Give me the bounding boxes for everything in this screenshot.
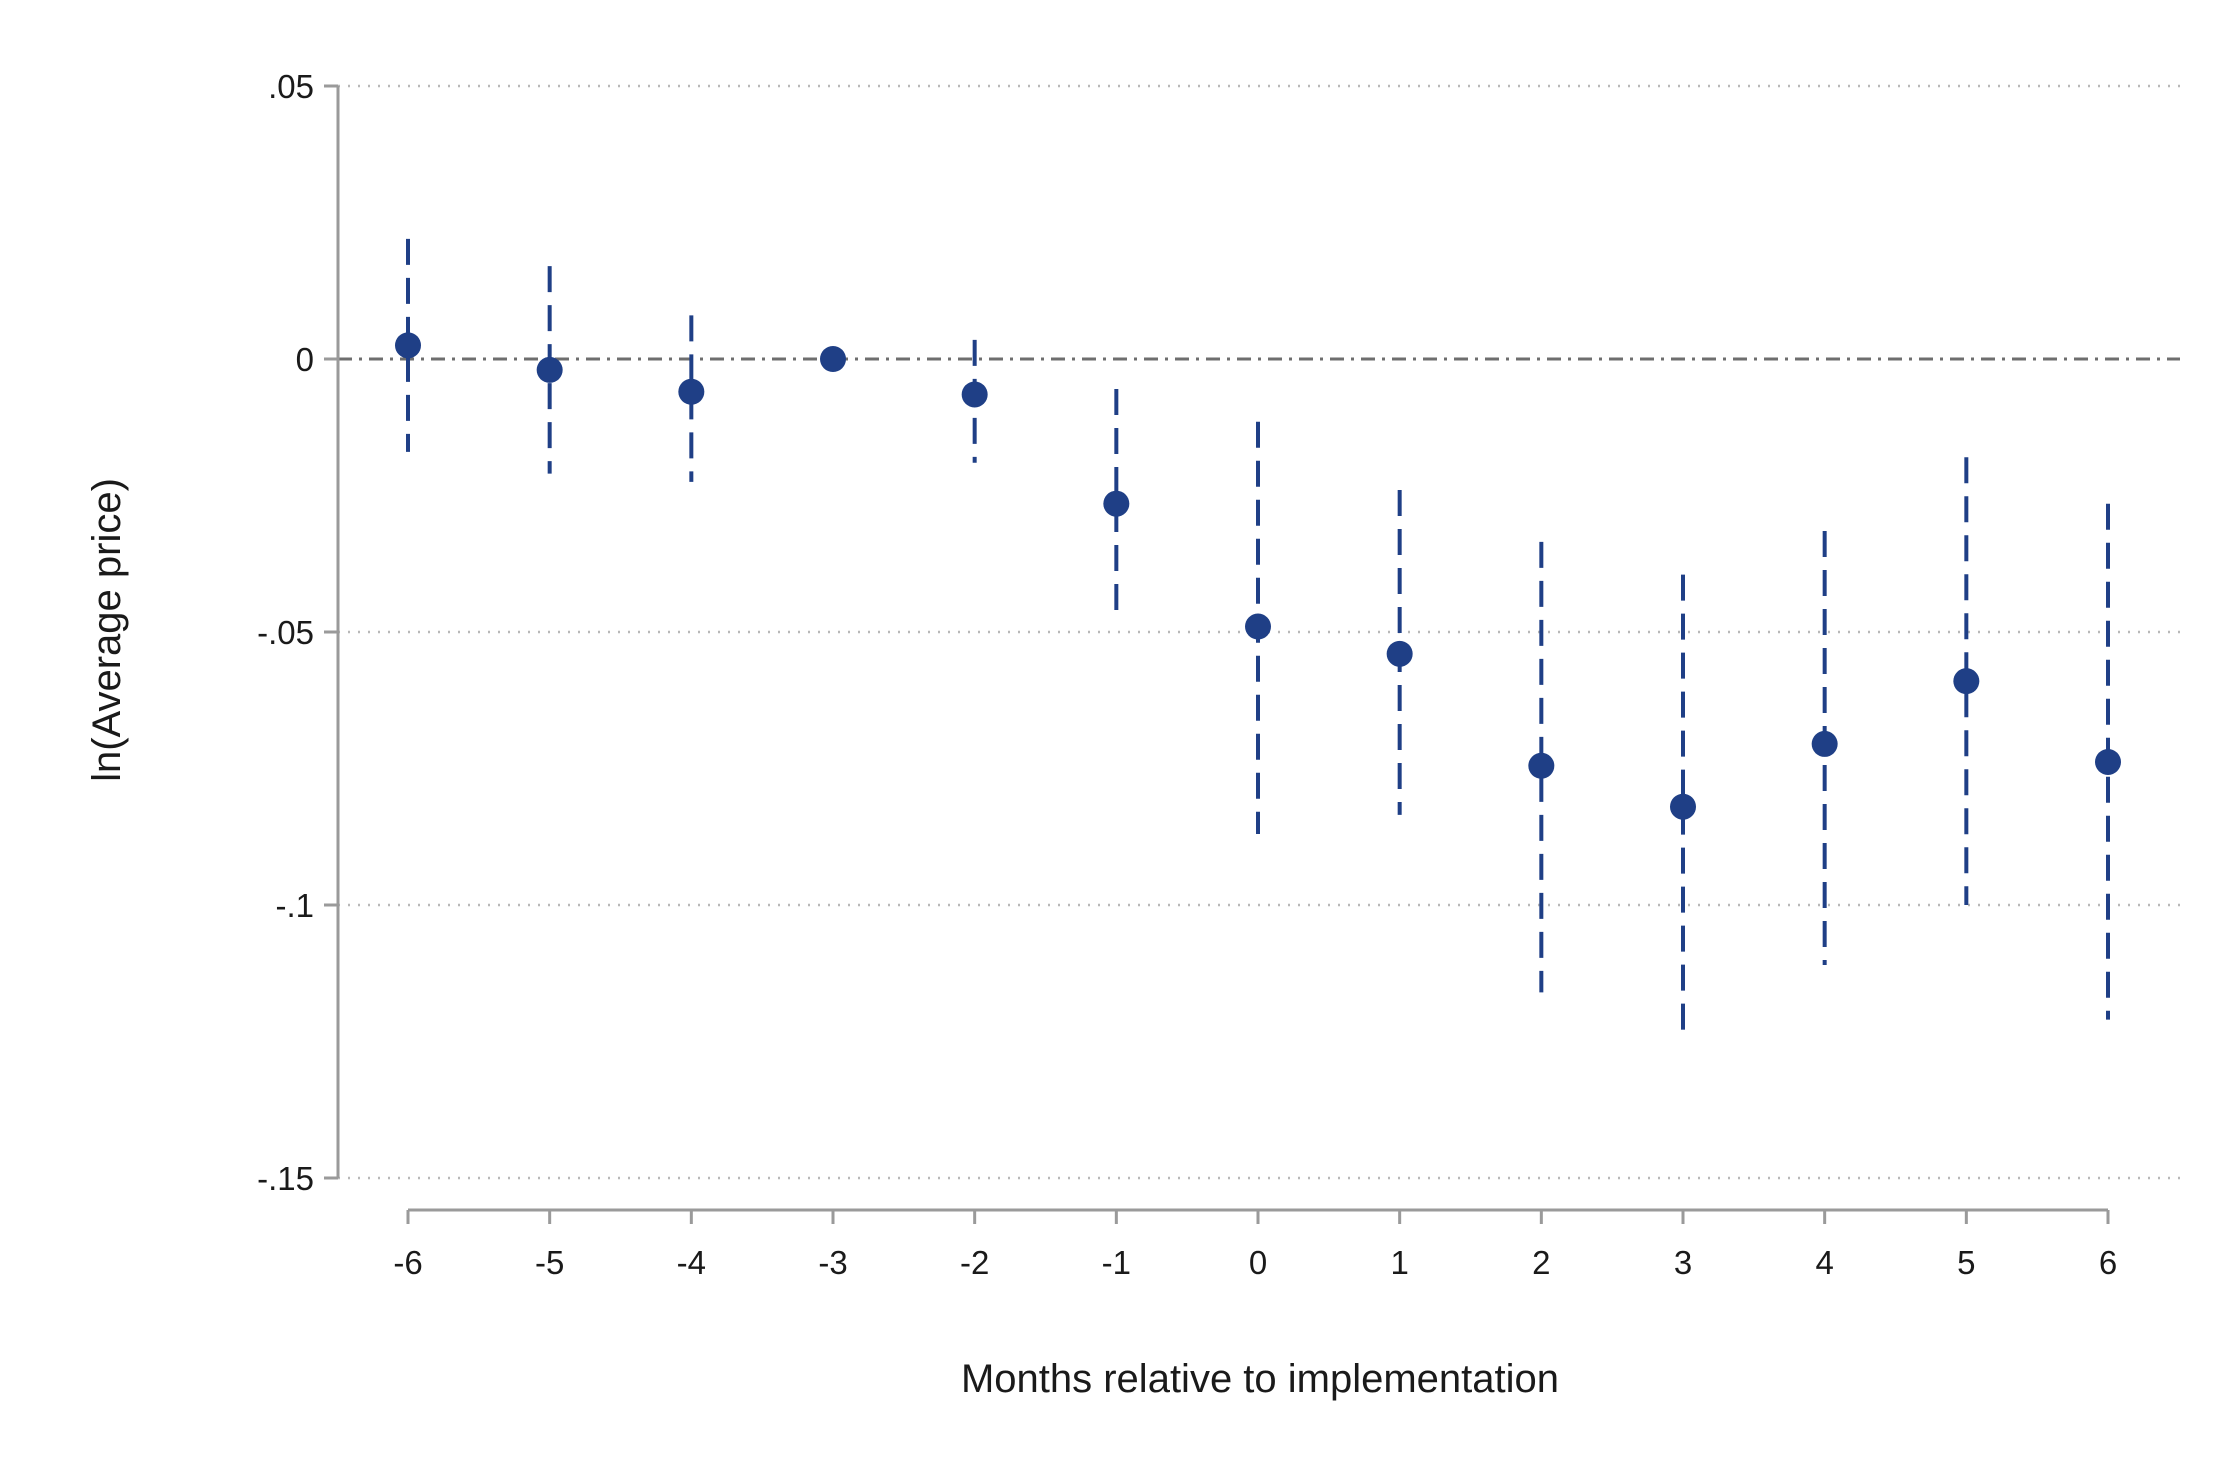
y-tick-label: .05 [268, 68, 314, 105]
point-estimate [1386, 640, 1413, 667]
x-tick-label: 2 [1532, 1244, 1550, 1281]
y-tick-label: -.15 [257, 1160, 314, 1197]
point-estimate [961, 381, 988, 408]
x-tick-label: -2 [960, 1244, 989, 1281]
point-estimates [395, 332, 2121, 820]
point-estimate [1245, 613, 1271, 640]
y-tick-label: -.1 [275, 887, 314, 924]
x-tick-label: 3 [1674, 1244, 1692, 1281]
point-estimate [536, 356, 563, 383]
x-tick-label: -5 [535, 1244, 564, 1281]
y-tick-label: -.05 [257, 614, 314, 651]
x-tick-label: 5 [1957, 1244, 1975, 1281]
point-estimate [678, 378, 705, 405]
point-estimate [1811, 730, 1838, 757]
point-estimate [1528, 752, 1555, 779]
point-estimate [820, 346, 846, 372]
point-estimate [2095, 748, 2121, 775]
point-estimate [1103, 490, 1130, 517]
axes [324, 84, 2110, 1224]
x-tick-label: -6 [393, 1244, 422, 1281]
x-tick-label: -3 [818, 1244, 847, 1281]
y-axis-title: ln(Average price) [85, 478, 129, 782]
x-tick-label: -4 [677, 1244, 706, 1281]
tick-labels: .05 0 -.05 -.1 -.15 -6 -5 -4 -3 -2 -1 0 1 2 3 4 5 6 [257, 68, 2117, 1281]
x-tick-label: 4 [1815, 1244, 1833, 1281]
y-tick-label: 0 [296, 341, 314, 378]
x-tick-label: 6 [2099, 1244, 2117, 1281]
x-axis-title: Months relative to implementation [961, 1357, 1559, 1401]
x-tick-label: 0 [1249, 1244, 1267, 1281]
point-estimate [1953, 668, 1980, 695]
point-estimate [395, 332, 421, 359]
point-estimate [1670, 793, 1696, 820]
x-tick-label: 1 [1390, 1244, 1408, 1281]
x-tick-label: -1 [1102, 1244, 1131, 1281]
